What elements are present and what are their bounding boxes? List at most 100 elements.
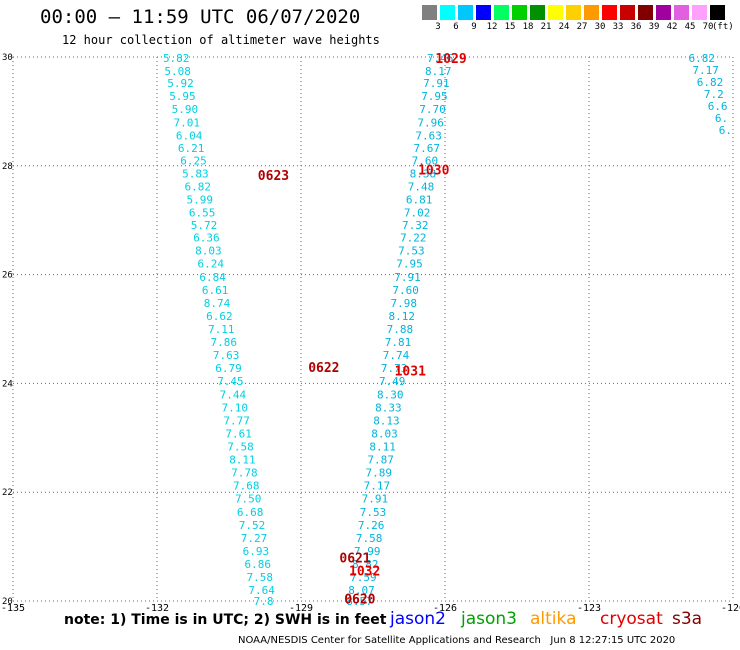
swh-value: 7.60 bbox=[392, 284, 419, 297]
legend-swatch bbox=[584, 5, 599, 20]
swh-value: 5.83 bbox=[182, 167, 209, 180]
swh-value: 7.98 bbox=[390, 297, 417, 310]
swh-value: 7.60 bbox=[412, 154, 439, 167]
swh-value: 6.61 bbox=[202, 284, 229, 297]
swh-value: 8.13 bbox=[373, 414, 400, 427]
legend-swatch bbox=[494, 5, 509, 20]
lat-tick-label: 22 bbox=[2, 488, 13, 498]
legend-swatch bbox=[422, 5, 437, 20]
lat-tick-label: 30 bbox=[2, 53, 13, 63]
swh-value: 8.11 bbox=[229, 454, 256, 467]
swh-value: 7.63 bbox=[415, 129, 442, 142]
swh-value: 7.52 bbox=[239, 519, 266, 532]
legend-label: 33 bbox=[612, 22, 624, 32]
time-label: 0620 bbox=[344, 592, 375, 607]
time-label: 1031 bbox=[395, 364, 426, 379]
legend-unit: (ft) bbox=[712, 22, 734, 32]
swh-value: 7.26 bbox=[358, 519, 385, 532]
swh-value: 6. bbox=[715, 112, 728, 125]
swh-value: 6.04 bbox=[176, 129, 203, 142]
legend-label: 3 bbox=[435, 22, 441, 32]
swh-value: 7.46 bbox=[427, 52, 454, 65]
time-label: 0623 bbox=[258, 169, 289, 184]
swh-value: 6.25 bbox=[180, 154, 207, 167]
swh-value: 7.59 bbox=[350, 571, 377, 584]
time-label: 1029 bbox=[435, 52, 466, 67]
legend-swatch bbox=[530, 5, 545, 20]
credit-timestamp: Jun 8 12:27:15 UTC 2020 bbox=[550, 635, 676, 646]
map-tick-labels: -135 -132 -129 -126 -123 -120 30 28 26 24 22 20 bbox=[1, 53, 740, 614]
swh-value: 7.88 bbox=[387, 323, 414, 336]
swh-value: 7.70 bbox=[419, 103, 446, 116]
swh-value: 7.17 bbox=[692, 64, 719, 77]
legend-label: 21 bbox=[540, 22, 552, 32]
swh-value: 6.82 bbox=[697, 76, 724, 89]
legend-label: 39 bbox=[648, 22, 660, 32]
legend-swatch bbox=[458, 5, 473, 20]
swh-value: 7.50 bbox=[235, 493, 262, 506]
swh-value: 7.67 bbox=[414, 142, 441, 155]
swh-value: 7.11 bbox=[208, 323, 235, 336]
swh-value: 7.86 bbox=[210, 336, 237, 349]
swh-value: 8.33 bbox=[375, 401, 402, 414]
map-title: 00:00 – 11:59 UTC 06/07/2020 bbox=[40, 6, 361, 28]
swh-value: 7.22 bbox=[400, 232, 427, 245]
swh-value: 7.53 bbox=[360, 506, 387, 519]
swh-value: 6. bbox=[719, 124, 732, 137]
lon-tick-label: -123 bbox=[577, 603, 601, 614]
swh-value: 6.62 bbox=[206, 310, 233, 323]
swh-value: 8.17 bbox=[425, 65, 452, 78]
swh-value: 7.74 bbox=[383, 349, 410, 362]
legend-swatch bbox=[476, 5, 491, 20]
swh-value: 7.95 bbox=[421, 90, 448, 103]
lon-tick-label: -132 bbox=[145, 603, 169, 614]
swh-value: 8.57 bbox=[346, 595, 373, 608]
legend-swatch bbox=[710, 5, 725, 20]
swh-value: 7.77 bbox=[223, 414, 250, 427]
swh-value: 7.48 bbox=[408, 180, 435, 193]
swh-value: 5.72 bbox=[191, 219, 218, 232]
swh-value: 6.55 bbox=[189, 207, 216, 220]
swh-value: 5.92 bbox=[167, 77, 194, 90]
swh-value: 7.58 bbox=[227, 441, 254, 454]
swh-value: 6.82 bbox=[185, 180, 212, 193]
legend-label: 27 bbox=[576, 22, 588, 32]
swh-value: 7.64 bbox=[248, 584, 275, 597]
swh-value: 7.91 bbox=[423, 77, 450, 90]
swh-value: 6.81 bbox=[406, 194, 433, 207]
swh-value: 7.91 bbox=[394, 271, 421, 284]
swh-value: 8.38 bbox=[410, 167, 437, 180]
legend-swatch bbox=[548, 5, 563, 20]
map-subtitle: 12 hour collection of altimeter wave hei… bbox=[62, 33, 380, 47]
map-grid bbox=[12, 56, 734, 602]
time-label: 1030 bbox=[418, 164, 449, 179]
legend-label: 15 bbox=[504, 22, 516, 32]
swh-value: 6.93 bbox=[243, 545, 270, 558]
swh-value: 7.89 bbox=[366, 467, 393, 480]
swh-value: 7.58 bbox=[356, 532, 383, 545]
swh-value: 8.82 bbox=[352, 558, 379, 571]
swh-value: 6.21 bbox=[178, 142, 205, 155]
legend-swatch bbox=[674, 5, 689, 20]
swh-value: 7.68 bbox=[233, 480, 260, 493]
swh-value: 7.44 bbox=[220, 388, 247, 401]
swh-value: 8.30 bbox=[377, 388, 404, 401]
swh-value: 6.36 bbox=[193, 232, 220, 245]
swh-value: 6.68 bbox=[237, 506, 264, 519]
legend-label: 30 bbox=[594, 22, 606, 32]
satellite-jason2: jason2 bbox=[390, 609, 446, 629]
satellite-cryosat: cryosat bbox=[600, 609, 663, 629]
time-label: 0621 bbox=[339, 551, 370, 566]
lon-tick-label: -126 bbox=[433, 603, 457, 614]
swh-value: 7.95 bbox=[396, 258, 423, 271]
legend-swatch bbox=[692, 5, 707, 20]
footer-note: note: 1) Time is in UTC; 2) SWH is in fe… bbox=[64, 612, 387, 628]
legend-label: 9 bbox=[471, 22, 477, 32]
swh-value: 7.87 bbox=[367, 454, 394, 467]
legend-swatch bbox=[602, 5, 617, 20]
time-label: 0622 bbox=[308, 361, 339, 376]
swh-value: 7.53 bbox=[398, 245, 425, 258]
legend-swatch bbox=[638, 5, 653, 20]
swh-value: 7.63 bbox=[213, 349, 240, 362]
lat-tick-label: 28 bbox=[2, 162, 13, 172]
